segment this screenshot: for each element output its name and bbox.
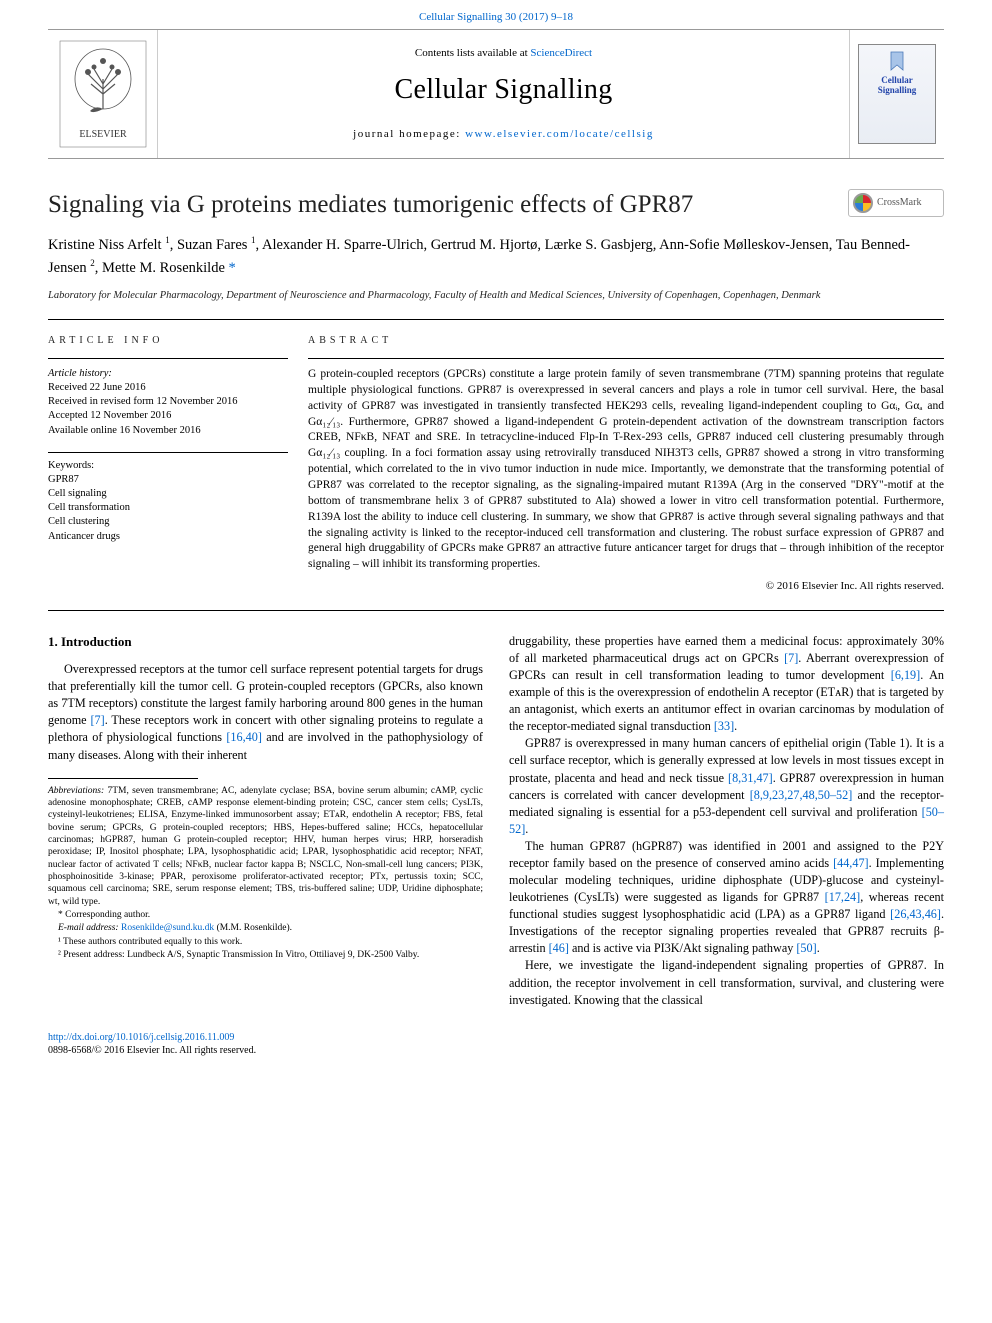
equal-contrib-footnote: ¹ These authors contributed equally to t… [48,936,483,948]
right-p2: GPR87 is overexpressed in many human can… [509,735,944,837]
ref-7b[interactable]: [7] [784,651,798,665]
keyword-0: GPR87 [48,473,288,487]
ref-16-40[interactable]: [16,40] [226,730,262,744]
history-line-0: Received 22 June 2016 [48,381,288,395]
article-title: Signaling via G proteins mediates tumori… [48,189,848,220]
article-header: Signaling via G proteins mediates tumori… [48,189,944,304]
ref-44-47[interactable]: [44,47] [833,856,869,870]
footnotes: Abbreviations: 7TM, seven transmembrane;… [48,785,483,962]
info-rule [48,358,288,359]
ref-6-19[interactable]: [6,19] [891,668,920,682]
keyword-1: Cell signaling [48,487,288,501]
elsevier-text: ELSEVIER [79,129,127,140]
homepage-link[interactable]: www.elsevier.com/locate/cellsig [465,128,654,140]
issn-copyright: 0898-6568/© 2016 Elsevier Inc. All right… [48,1045,256,1056]
divider-bottom [48,610,944,611]
cover-title: Cellular Signalling [862,76,932,96]
header-center: Contents lists available at ScienceDirec… [158,30,849,158]
crossmark-badge[interactable]: CrossMark [848,189,944,217]
article-info-label: ARTICLE INFO [48,334,288,348]
affiliation: Laboratory for Molecular Pharmacology, D… [48,289,944,303]
ref-33[interactable]: [33] [714,719,734,733]
keyword-4: Anticancer drugs [48,530,288,544]
bookmark-icon [887,50,907,74]
contents-line: Contents lists available at ScienceDirec… [415,46,592,61]
crossmark-label: CrossMark [877,196,921,210]
body-columns: 1. Introduction Overexpressed receptors … [48,633,944,1009]
ref-17-24[interactable]: [17,24] [825,890,861,904]
keywords-rule [48,452,288,453]
sciencedirect-link[interactable]: ScienceDirect [530,47,592,59]
doi-link[interactable]: http://dx.doi.org/10.1016/j.cellsig.2016… [48,1032,234,1043]
page-footer: http://dx.doi.org/10.1016/j.cellsig.2016… [48,1031,944,1058]
crossmark-icon [853,193,873,213]
right-p4: Here, we investigate the ligand-independ… [509,957,944,1008]
email-footnote: E-mail address: Rosenkilde@sund.ku.dk (M… [48,922,483,934]
history-line-2: Accepted 12 November 2016 [48,409,288,423]
email-link[interactable]: Rosenkilde@sund.ku.dk [121,923,214,933]
right-p3: The human GPR87 (hGPR87) was identified … [509,838,944,958]
intro-heading: 1. Introduction [48,633,483,651]
right-p1: druggability, these properties have earn… [509,633,944,735]
history-line-1: Received in revised form 12 November 201… [48,395,288,409]
ref-46[interactable]: [46] [549,941,569,955]
abstract-rule [308,358,944,359]
homepage-prefix: journal homepage: [353,128,465,140]
abbrev-footnote: Abbreviations: 7TM, seven transmembrane;… [48,785,483,908]
right-column: druggability, these properties have earn… [509,633,944,1009]
article-info-column: ARTICLE INFO Article history: Received 2… [48,334,308,594]
ref-26-43-46[interactable]: [26,43,46] [890,907,941,921]
intro-p1: Overexpressed receptors at the tumor cel… [48,661,483,763]
journal-cover: Cellular Signalling [849,30,944,158]
ref-50[interactable]: [50] [796,941,816,955]
keyword-2: Cell transformation [48,501,288,515]
history-line-3: Available online 16 November 2016 [48,424,288,438]
elsevier-tree-icon: ELSEVIER [58,39,148,149]
info-abstract-row: ARTICLE INFO Article history: Received 2… [48,320,944,594]
elsevier-logo: ELSEVIER [48,30,158,158]
abstract-column: ABSTRACT G protein-coupled receptors (GP… [308,334,944,594]
history-label: Article history: [48,367,288,381]
cover-thumbnail: Cellular Signalling [858,44,936,144]
homepage-line: journal homepage: www.elsevier.com/locat… [353,127,654,142]
corresponding-footnote: * Corresponding author. [48,909,483,921]
contents-prefix: Contents lists available at [415,47,530,59]
present-address-footnote: ² Present address: Lundbeck A/S, Synapti… [48,949,483,961]
journal-name: Cellular Signalling [394,71,612,109]
top-citation: Cellular Signalling 30 (2017) 9–18 [0,0,992,29]
keywords-block: Keywords: GPR87 Cell signaling Cell tran… [48,459,288,544]
abstract-copyright: © 2016 Elsevier Inc. All rights reserved… [308,579,944,594]
ref-8-31-47[interactable]: [8,31,47] [728,771,773,785]
footnote-rule [48,778,198,779]
ref-8-52[interactable]: [8,9,23,27,48,50–52] [750,788,853,802]
abstract-label: ABSTRACT [308,334,944,348]
history-block: Article history: Received 22 June 2016 R… [48,367,288,438]
authors: Kristine Niss Arfelt 1, Suzan Fares 1, A… [48,234,944,279]
keyword-3: Cell clustering [48,515,288,529]
journal-header: ELSEVIER Contents lists available at Sci… [48,29,944,159]
abstract-text: G protein-coupled receptors (GPCRs) cons… [308,367,944,573]
keywords-label: Keywords: [48,459,288,473]
top-citation-link[interactable]: Cellular Signalling 30 (2017) 9–18 [419,11,573,23]
left-column: 1. Introduction Overexpressed receptors … [48,633,483,1009]
ref-7[interactable]: [7] [90,713,104,727]
